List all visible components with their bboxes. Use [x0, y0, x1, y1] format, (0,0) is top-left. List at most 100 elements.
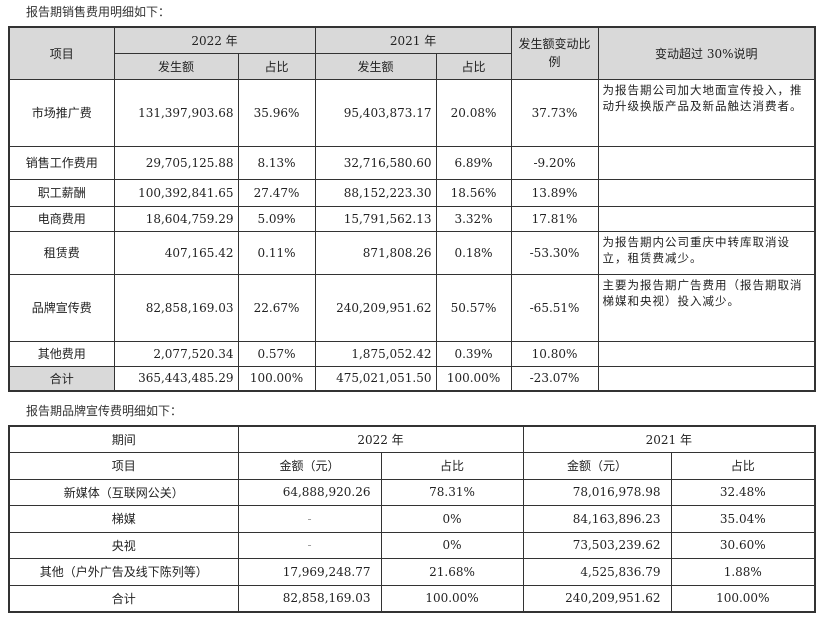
cell-r22: 22.67% — [237, 273, 316, 342]
cell-item: 合计 — [8, 584, 239, 612]
cell-chg: -65.51% — [510, 273, 599, 342]
brand-expense-caption: 报告期品牌宣传费明细如下： — [26, 404, 183, 418]
cell-item: 其他费用 — [8, 340, 115, 367]
table-row: 职工薪酬 100,392,841.65 27.47% 88,152,223.30 18.… — [8, 178, 816, 207]
cell-note — [597, 205, 816, 232]
cell-note: 主要为报告期广告费用（报告期取消梯媒和央视）投入减少。 — [597, 273, 816, 342]
cell-a21: 475,021,051.50 — [314, 365, 437, 392]
header-2022: 2022 年 — [113, 26, 316, 54]
table-row: 品牌宣传费 82,858,169.03 22.67% 240,209,951.62 50… — [8, 273, 816, 342]
cell-chg: -23.07% — [510, 365, 599, 392]
cell-a22: 100,392,841.65 — [113, 178, 239, 207]
header-amount-2021: 金额（元） — [522, 452, 672, 480]
cell-r21: 20.08% — [435, 78, 512, 147]
cell-chg: 10.80% — [510, 340, 599, 367]
cell-r22: 8.13% — [237, 145, 316, 180]
cell-r22: 0.11% — [237, 230, 316, 275]
table-row: 其他（户外广告及线下陈列等） 17,969,248.77 21.68% 4,525,8… — [8, 558, 816, 586]
header-ratio-2022: 占比 — [380, 452, 524, 480]
cell-a21: 84,163,896.23 — [522, 505, 672, 533]
cell-r22: 0% — [380, 505, 524, 533]
header-amount-2022: 金额（元） — [237, 452, 382, 480]
cell-a22: 17,969,248.77 — [237, 558, 382, 586]
cell-r21: 6.89% — [435, 145, 512, 180]
cell-item: 品牌宣传费 — [8, 273, 115, 342]
cell-a22: 29,705,125.88 — [113, 145, 239, 180]
cell-item: 职工薪酬 — [8, 178, 115, 207]
cell-note — [597, 340, 816, 367]
header-item: 项目 — [8, 452, 239, 480]
cell-a22: 64,888,920.26 — [237, 478, 382, 506]
cell-item: 其他（户外广告及线下陈列等） — [8, 558, 239, 586]
cell-a21: 32,716,580.60 — [314, 145, 437, 180]
cell-r21: 0.39% — [435, 340, 512, 367]
cell-a21: 1,875,052.42 — [314, 340, 437, 367]
cell-r22: 100.00% — [380, 584, 524, 612]
cell-item: 合计 — [8, 365, 115, 392]
cell-item: 新媒体（互联网公关） — [8, 478, 239, 506]
sales-expense-caption: 报告期销售费用明细如下： — [26, 5, 171, 19]
header-2021: 2021 年 — [522, 425, 816, 453]
table-row: 销售工作费用 29,705,125.88 8.13% 32,716,580.60 6.8… — [8, 145, 816, 180]
cell-r21: 35.04% — [670, 505, 816, 533]
cell-item: 央视 — [8, 531, 239, 559]
table-row: 梯媒 -0% 84,163,896.23 35.04% — [8, 505, 816, 533]
cell-r22: 0.57% — [237, 340, 316, 367]
table-row: 央视 -0% 73,503,239.62 30.60% — [8, 531, 816, 559]
header-ratio-2022: 占比 — [237, 52, 316, 80]
total-row: 合计 82,858,169.03 100.00% 240,209,951.62 100.… — [8, 584, 816, 612]
cell-r22: 5.09% — [237, 205, 316, 232]
header-amount-2021: 发生额 — [314, 52, 437, 80]
header-2022: 2022 年 — [237, 425, 524, 453]
cell-a21: 240,209,951.62 — [314, 273, 437, 342]
header-ratio-2021: 占比 — [670, 452, 816, 480]
cell-note — [597, 178, 816, 207]
cell-chg: 13.89% — [510, 178, 599, 207]
cell-r21: 30.60% — [670, 531, 816, 559]
header-period: 期间 — [8, 425, 239, 453]
header-change: 发生额变动比例 — [510, 26, 599, 80]
cell-a21: 240,209,951.62 — [522, 584, 672, 612]
cell-a22: 18,604,759.29 — [113, 205, 239, 232]
brand-expense-table: 期间 2022 年 2021 年 项目 金额（元） 占比 金额（元） 占比 新媒… — [8, 425, 817, 613]
table-row: 租赁费 407,165.42 0.11% 871,808.26 0.18% -53.30%… — [8, 230, 816, 275]
sales-expense-table: 项目 2022 年 2021 年 发生额变动比例 变动超过 30%说明 发生额 … — [8, 26, 817, 392]
cell-r22: 100.00% — [237, 365, 316, 392]
cell-a21: 78,016,978.98 — [522, 478, 672, 506]
cell-item: 销售工作费用 — [8, 145, 115, 180]
cell-a22: 131,397,903.68 — [113, 78, 239, 147]
cell-r22: 0% — [380, 531, 524, 559]
cell-chg: 17.81% — [510, 205, 599, 232]
cell-a21: 15,791,562.13 — [314, 205, 437, 232]
cell-item: 梯媒 — [8, 505, 239, 533]
cell-a21: 88,152,223.30 — [314, 178, 437, 207]
cell-item: 租赁费 — [8, 230, 115, 275]
table-row: 其他费用 2,077,520.34 0.57% 1,875,052.42 0.39% 10… — [8, 340, 816, 367]
cell-chg: -9.20% — [510, 145, 599, 180]
table-row: 新媒体（互联网公关） 64,888,920.26 78.31% 78,016,978.… — [8, 478, 816, 506]
cell-note: 为报告期公司加大地面宣传投入，推动升级换版产品及新品触达消费者。 — [597, 78, 816, 147]
header-note: 变动超过 30%说明 — [597, 26, 816, 80]
cell-a22: - — [237, 505, 382, 533]
cell-chg: 37.73% — [510, 78, 599, 147]
cell-a22: 407,165.42 — [113, 230, 239, 275]
cell-r21: 100.00% — [435, 365, 512, 392]
cell-r21: 3.32% — [435, 205, 512, 232]
table-row: 市场推广费 131,397,903.68 35.96% 95,403,873.17 20… — [8, 78, 816, 147]
cell-r21: 32.48% — [670, 478, 816, 506]
cell-note: 为报告期内公司重庆中转库取消设立，租赁费减少。 — [597, 230, 816, 275]
cell-note — [597, 365, 816, 392]
cell-r21: 18.56% — [435, 178, 512, 207]
cell-note — [597, 145, 816, 180]
cell-r22: 78.31% — [380, 478, 524, 506]
cell-a22: - — [237, 531, 382, 559]
header-ratio-2021: 占比 — [435, 52, 512, 80]
cell-r22: 21.68% — [380, 558, 524, 586]
table-row: 电商费用 18,604,759.29 5.09% 15,791,562.13 3.32%… — [8, 205, 816, 232]
cell-item: 电商费用 — [8, 205, 115, 232]
cell-a22: 82,858,169.03 — [113, 273, 239, 342]
cell-a21: 871,808.26 — [314, 230, 437, 275]
header-2021: 2021 年 — [314, 26, 512, 54]
header-amount-2022: 发生额 — [113, 52, 239, 80]
cell-a21: 73,503,239.62 — [522, 531, 672, 559]
